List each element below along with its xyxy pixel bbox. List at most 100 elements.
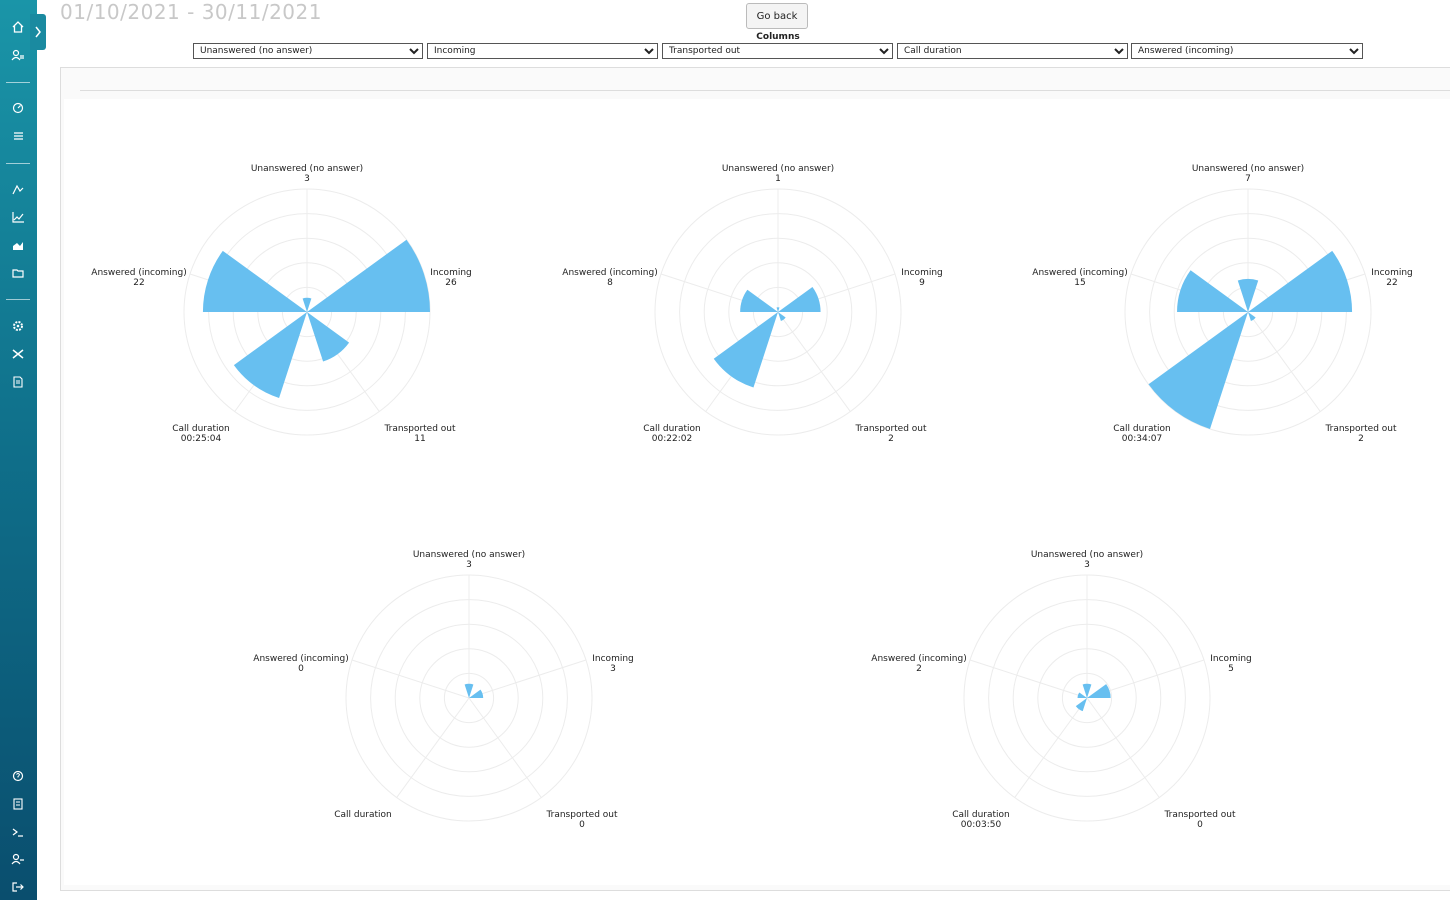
polar-wedge bbox=[233, 312, 307, 398]
polar-wedge bbox=[1248, 250, 1353, 312]
value-label: 8 bbox=[607, 278, 613, 288]
chart-icon[interactable] bbox=[11, 183, 25, 195]
document-icon[interactable] bbox=[11, 376, 25, 388]
polar-wedge bbox=[307, 239, 430, 312]
separator bbox=[6, 82, 30, 83]
value-label: 0 bbox=[298, 664, 304, 674]
value-label: 5 bbox=[1228, 664, 1234, 674]
sidebar-toggle[interactable] bbox=[30, 14, 46, 50]
axis-label: Incoming bbox=[1210, 654, 1252, 664]
dashboard-icon[interactable] bbox=[11, 102, 25, 114]
polar-wedge bbox=[713, 312, 778, 388]
axis-label: Transported out bbox=[1324, 424, 1397, 434]
terminal-icon[interactable] bbox=[11, 826, 25, 838]
column-select[interactable]: Answered (incoming) bbox=[1131, 43, 1363, 59]
users-icon[interactable] bbox=[11, 49, 25, 61]
polar-wedge bbox=[1177, 270, 1248, 312]
value-label: 00:34:07 bbox=[1122, 434, 1162, 444]
list-icon[interactable] bbox=[11, 130, 25, 142]
polar-wedge bbox=[778, 312, 786, 321]
axis-label: Unanswered (no answer) bbox=[1192, 164, 1304, 174]
axis-label: Transported out bbox=[1163, 810, 1236, 820]
axis-label: Unanswered (no answer) bbox=[251, 164, 363, 174]
polar-wedge bbox=[1087, 684, 1111, 698]
axis-label: Incoming bbox=[1371, 268, 1413, 278]
axis-label: Transported out bbox=[854, 424, 927, 434]
axis-label: Call duration bbox=[172, 424, 230, 434]
value-label: 00:25:04 bbox=[181, 434, 222, 444]
polar-wedge bbox=[302, 297, 312, 312]
polar-wedge bbox=[202, 250, 307, 312]
value-label: 22 bbox=[1386, 278, 1397, 288]
column-select[interactable]: Call duration bbox=[897, 43, 1128, 59]
value-label: 7 bbox=[1245, 174, 1251, 184]
axis-label: Incoming bbox=[592, 654, 634, 664]
grid-spoke bbox=[396, 697, 470, 798]
columns-label: Columns bbox=[756, 32, 800, 42]
grid-spoke bbox=[1086, 697, 1160, 798]
value-label: 11 bbox=[414, 434, 425, 444]
calculator-icon[interactable] bbox=[11, 798, 25, 810]
axis-label: Answered (incoming) bbox=[253, 654, 348, 664]
axis-label: Incoming bbox=[430, 268, 472, 278]
value-label: 0 bbox=[579, 820, 585, 830]
logout-icon[interactable] bbox=[11, 881, 25, 893]
grid-spoke bbox=[468, 697, 542, 798]
axis-label: Unanswered (no answer) bbox=[1031, 550, 1143, 560]
area-chart-icon[interactable] bbox=[11, 239, 25, 251]
grid-spoke bbox=[777, 311, 851, 412]
axis-label: Transported out bbox=[545, 810, 618, 820]
chart-area bbox=[64, 99, 1450, 885]
column-select[interactable]: Unanswered (no answer) bbox=[193, 43, 423, 59]
value-label: 9 bbox=[919, 278, 925, 288]
value-label: 3 bbox=[466, 560, 472, 570]
column-select[interactable]: Incoming bbox=[427, 43, 658, 59]
polar-wedge bbox=[740, 289, 778, 312]
polar-wedge bbox=[776, 307, 780, 312]
polar-wedge bbox=[1248, 312, 1256, 321]
home-icon[interactable] bbox=[11, 21, 25, 33]
separator bbox=[6, 299, 30, 300]
grid-spoke bbox=[1014, 697, 1088, 798]
go-back-button[interactable]: Go back bbox=[746, 3, 808, 29]
help-icon[interactable] bbox=[11, 770, 25, 782]
axis-label: Answered (incoming) bbox=[1032, 268, 1127, 278]
axis-label: Call duration bbox=[952, 810, 1010, 820]
chevron-icon bbox=[35, 26, 41, 38]
value-label: 26 bbox=[445, 278, 457, 288]
tools-icon[interactable] bbox=[11, 348, 25, 360]
axis-label: Incoming bbox=[901, 268, 943, 278]
value-label: 3 bbox=[1084, 560, 1090, 570]
grid-spoke bbox=[969, 659, 1088, 699]
value-label: 3 bbox=[610, 664, 616, 674]
axis-label: Call duration bbox=[643, 424, 701, 434]
polar-wedge bbox=[1148, 312, 1248, 429]
axis-label: Call duration bbox=[334, 810, 392, 820]
separator bbox=[6, 163, 30, 164]
polar-wedge bbox=[307, 312, 350, 362]
line-chart-icon[interactable] bbox=[11, 211, 25, 223]
axis-label: Unanswered (no answer) bbox=[722, 164, 834, 174]
grid-spoke bbox=[351, 659, 470, 699]
value-label: 00:03:50 bbox=[961, 820, 1002, 830]
folder-icon[interactable] bbox=[11, 267, 25, 279]
user-icon[interactable] bbox=[11, 853, 25, 865]
polar-wedge bbox=[1077, 692, 1087, 698]
polar-wedge bbox=[1237, 278, 1259, 312]
axis-label: Answered (incoming) bbox=[91, 268, 186, 278]
value-label: 3 bbox=[304, 174, 310, 184]
grid-spoke bbox=[1247, 311, 1321, 412]
column-select[interactable]: Transported out bbox=[662, 43, 893, 59]
polar-wedge bbox=[469, 689, 484, 698]
value-label: 2 bbox=[916, 664, 922, 674]
settings-icon[interactable] bbox=[11, 320, 25, 332]
value-label: 00:22:02 bbox=[652, 434, 692, 444]
polar-wedge bbox=[1082, 683, 1092, 698]
value-label: 0 bbox=[1197, 820, 1203, 830]
polar-wedge bbox=[778, 286, 821, 312]
polar-wedge bbox=[1075, 698, 1087, 712]
polar-wedge bbox=[464, 683, 474, 698]
date-range: 01/10/2021 - 30/11/2021 bbox=[60, 0, 322, 24]
